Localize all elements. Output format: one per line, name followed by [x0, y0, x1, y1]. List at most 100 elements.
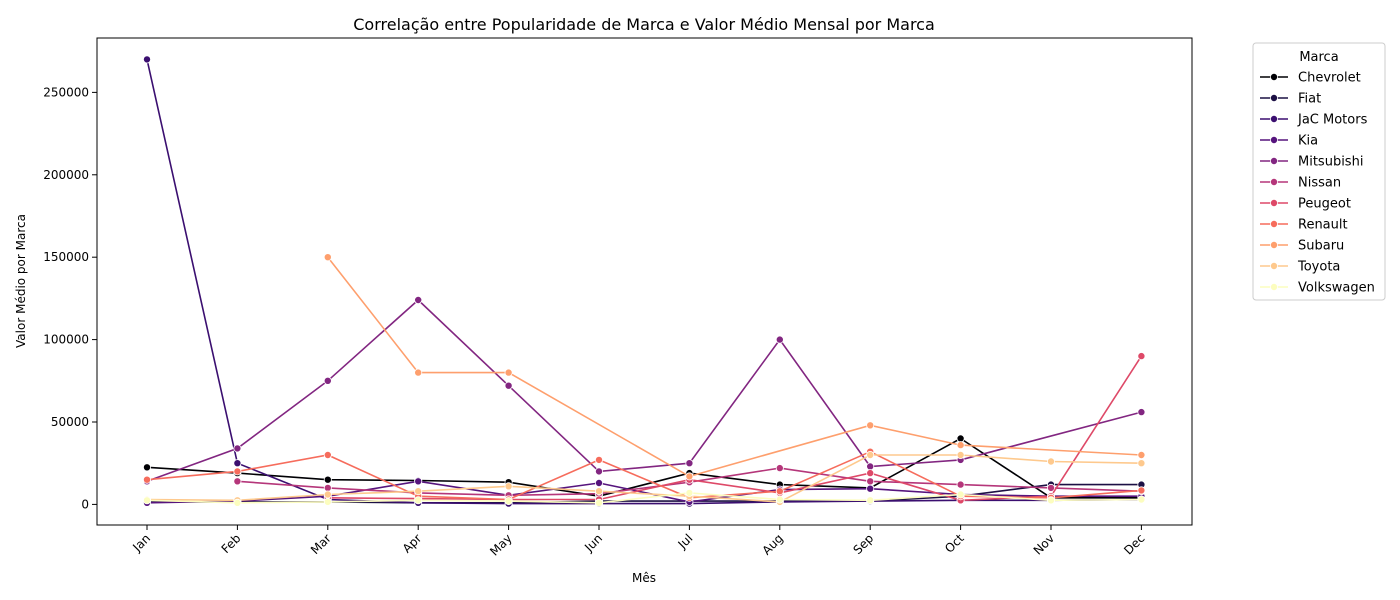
data-point	[233, 444, 242, 453]
data-point	[866, 421, 875, 430]
data-point	[142, 475, 151, 484]
y-axis-label: Valor Médio por Marca	[14, 214, 28, 348]
data-point	[866, 477, 875, 486]
legend-item: Chevrolet	[1260, 71, 1361, 86]
data-point	[595, 478, 604, 487]
data-point	[775, 487, 784, 496]
data-point	[775, 464, 784, 473]
legend-item: Peugeot	[1260, 197, 1351, 212]
data-point	[414, 477, 423, 486]
data-point	[866, 450, 875, 459]
y-tick-label: 50000	[51, 415, 89, 429]
data-point	[414, 496, 423, 505]
data-point	[685, 488, 694, 497]
data-point	[685, 459, 694, 468]
series-volkswagen	[142, 488, 1146, 507]
series-subaru	[323, 253, 1146, 481]
data-point	[1137, 486, 1146, 495]
data-point	[595, 487, 604, 496]
x-axis-label: Mês	[632, 571, 656, 585]
y-axis: 0 50000 100000 150000 200000 250000	[43, 85, 97, 511]
data-point	[595, 467, 604, 476]
data-point	[866, 484, 875, 493]
legend-label: Toyota	[1297, 260, 1340, 275]
legend-swatch-marker	[1270, 261, 1279, 270]
data-point	[685, 472, 694, 481]
series-line	[146, 437, 1142, 499]
data-point	[1047, 496, 1056, 505]
legend-label: Kia	[1298, 134, 1318, 149]
data-point	[1137, 450, 1146, 459]
legend-item: Toyota	[1260, 260, 1340, 275]
data-point	[1047, 457, 1056, 466]
data-point	[414, 487, 423, 496]
data-point	[866, 462, 875, 471]
legend-title: Marca	[1299, 50, 1338, 65]
data-point	[323, 376, 332, 385]
plot-area	[142, 55, 1146, 508]
legend-swatch-marker	[1270, 156, 1279, 165]
series-mitsubishi	[142, 295, 1146, 486]
data-point	[142, 463, 151, 472]
legend-swatch-marker	[1270, 94, 1279, 103]
data-point	[504, 368, 513, 377]
legend-item: Subaru	[1260, 239, 1344, 254]
legend-item: Kia	[1260, 134, 1318, 149]
data-point	[233, 459, 242, 468]
legend-item: Renault	[1260, 218, 1348, 233]
data-point	[595, 455, 604, 464]
data-point	[866, 469, 875, 478]
data-point	[414, 368, 423, 377]
legend-label: JaC Motors	[1297, 113, 1368, 128]
data-point	[956, 441, 965, 450]
legend-item: Mitsubishi	[1260, 155, 1363, 170]
data-point	[595, 498, 604, 507]
legend: Marca Chevrolet Fiat JaC Motors Kia Mitsubis…	[1252, 42, 1386, 301]
series-line	[327, 355, 1143, 502]
data-point	[1047, 483, 1056, 492]
data-point	[956, 434, 965, 443]
legend-label: Mitsubishi	[1298, 155, 1363, 170]
data-point	[323, 450, 332, 459]
legend-swatch-marker	[1270, 240, 1279, 249]
data-point	[504, 497, 513, 506]
data-point	[233, 477, 242, 486]
legend-items: Chevrolet Fiat JaC Motors Kia Mitsubishi Niss…	[1260, 71, 1375, 296]
legend-item: JaC Motors	[1260, 113, 1368, 128]
data-point	[1137, 352, 1146, 361]
data-point	[1137, 408, 1146, 417]
legend-label: Peugeot	[1298, 197, 1351, 212]
legend-swatch-marker	[1270, 115, 1279, 124]
data-point	[323, 253, 332, 262]
legend-swatch-marker	[1270, 282, 1279, 291]
legend-label: Renault	[1298, 218, 1348, 233]
data-point	[1137, 459, 1146, 468]
y-tick-label: 250000	[43, 85, 89, 99]
legend-swatch-marker	[1270, 73, 1279, 82]
data-point	[866, 496, 875, 505]
data-point	[323, 483, 332, 492]
legend-label: Volkswagen	[1298, 281, 1375, 296]
data-point	[142, 55, 151, 64]
legend-frame	[1252, 42, 1386, 301]
data-point	[504, 482, 513, 491]
y-tick-label: 150000	[43, 250, 89, 264]
legend-swatch-marker	[1270, 198, 1279, 207]
series-line	[146, 492, 1142, 504]
data-point	[233, 467, 242, 476]
data-point	[323, 497, 332, 506]
y-tick-label: 0	[81, 497, 89, 511]
plot-frame	[96, 37, 1193, 526]
data-point	[775, 335, 784, 344]
legend-swatch-marker	[1270, 219, 1279, 228]
data-point	[233, 498, 242, 507]
data-point	[323, 475, 332, 484]
series-line	[146, 450, 1142, 501]
legend-item: Fiat	[1260, 92, 1321, 107]
legend-label: Nissan	[1298, 176, 1341, 191]
chart-title: Correlação entre Popularidade de Marca e…	[353, 15, 935, 34]
y-tick-label: 200000	[43, 168, 89, 182]
data-point	[775, 495, 784, 504]
